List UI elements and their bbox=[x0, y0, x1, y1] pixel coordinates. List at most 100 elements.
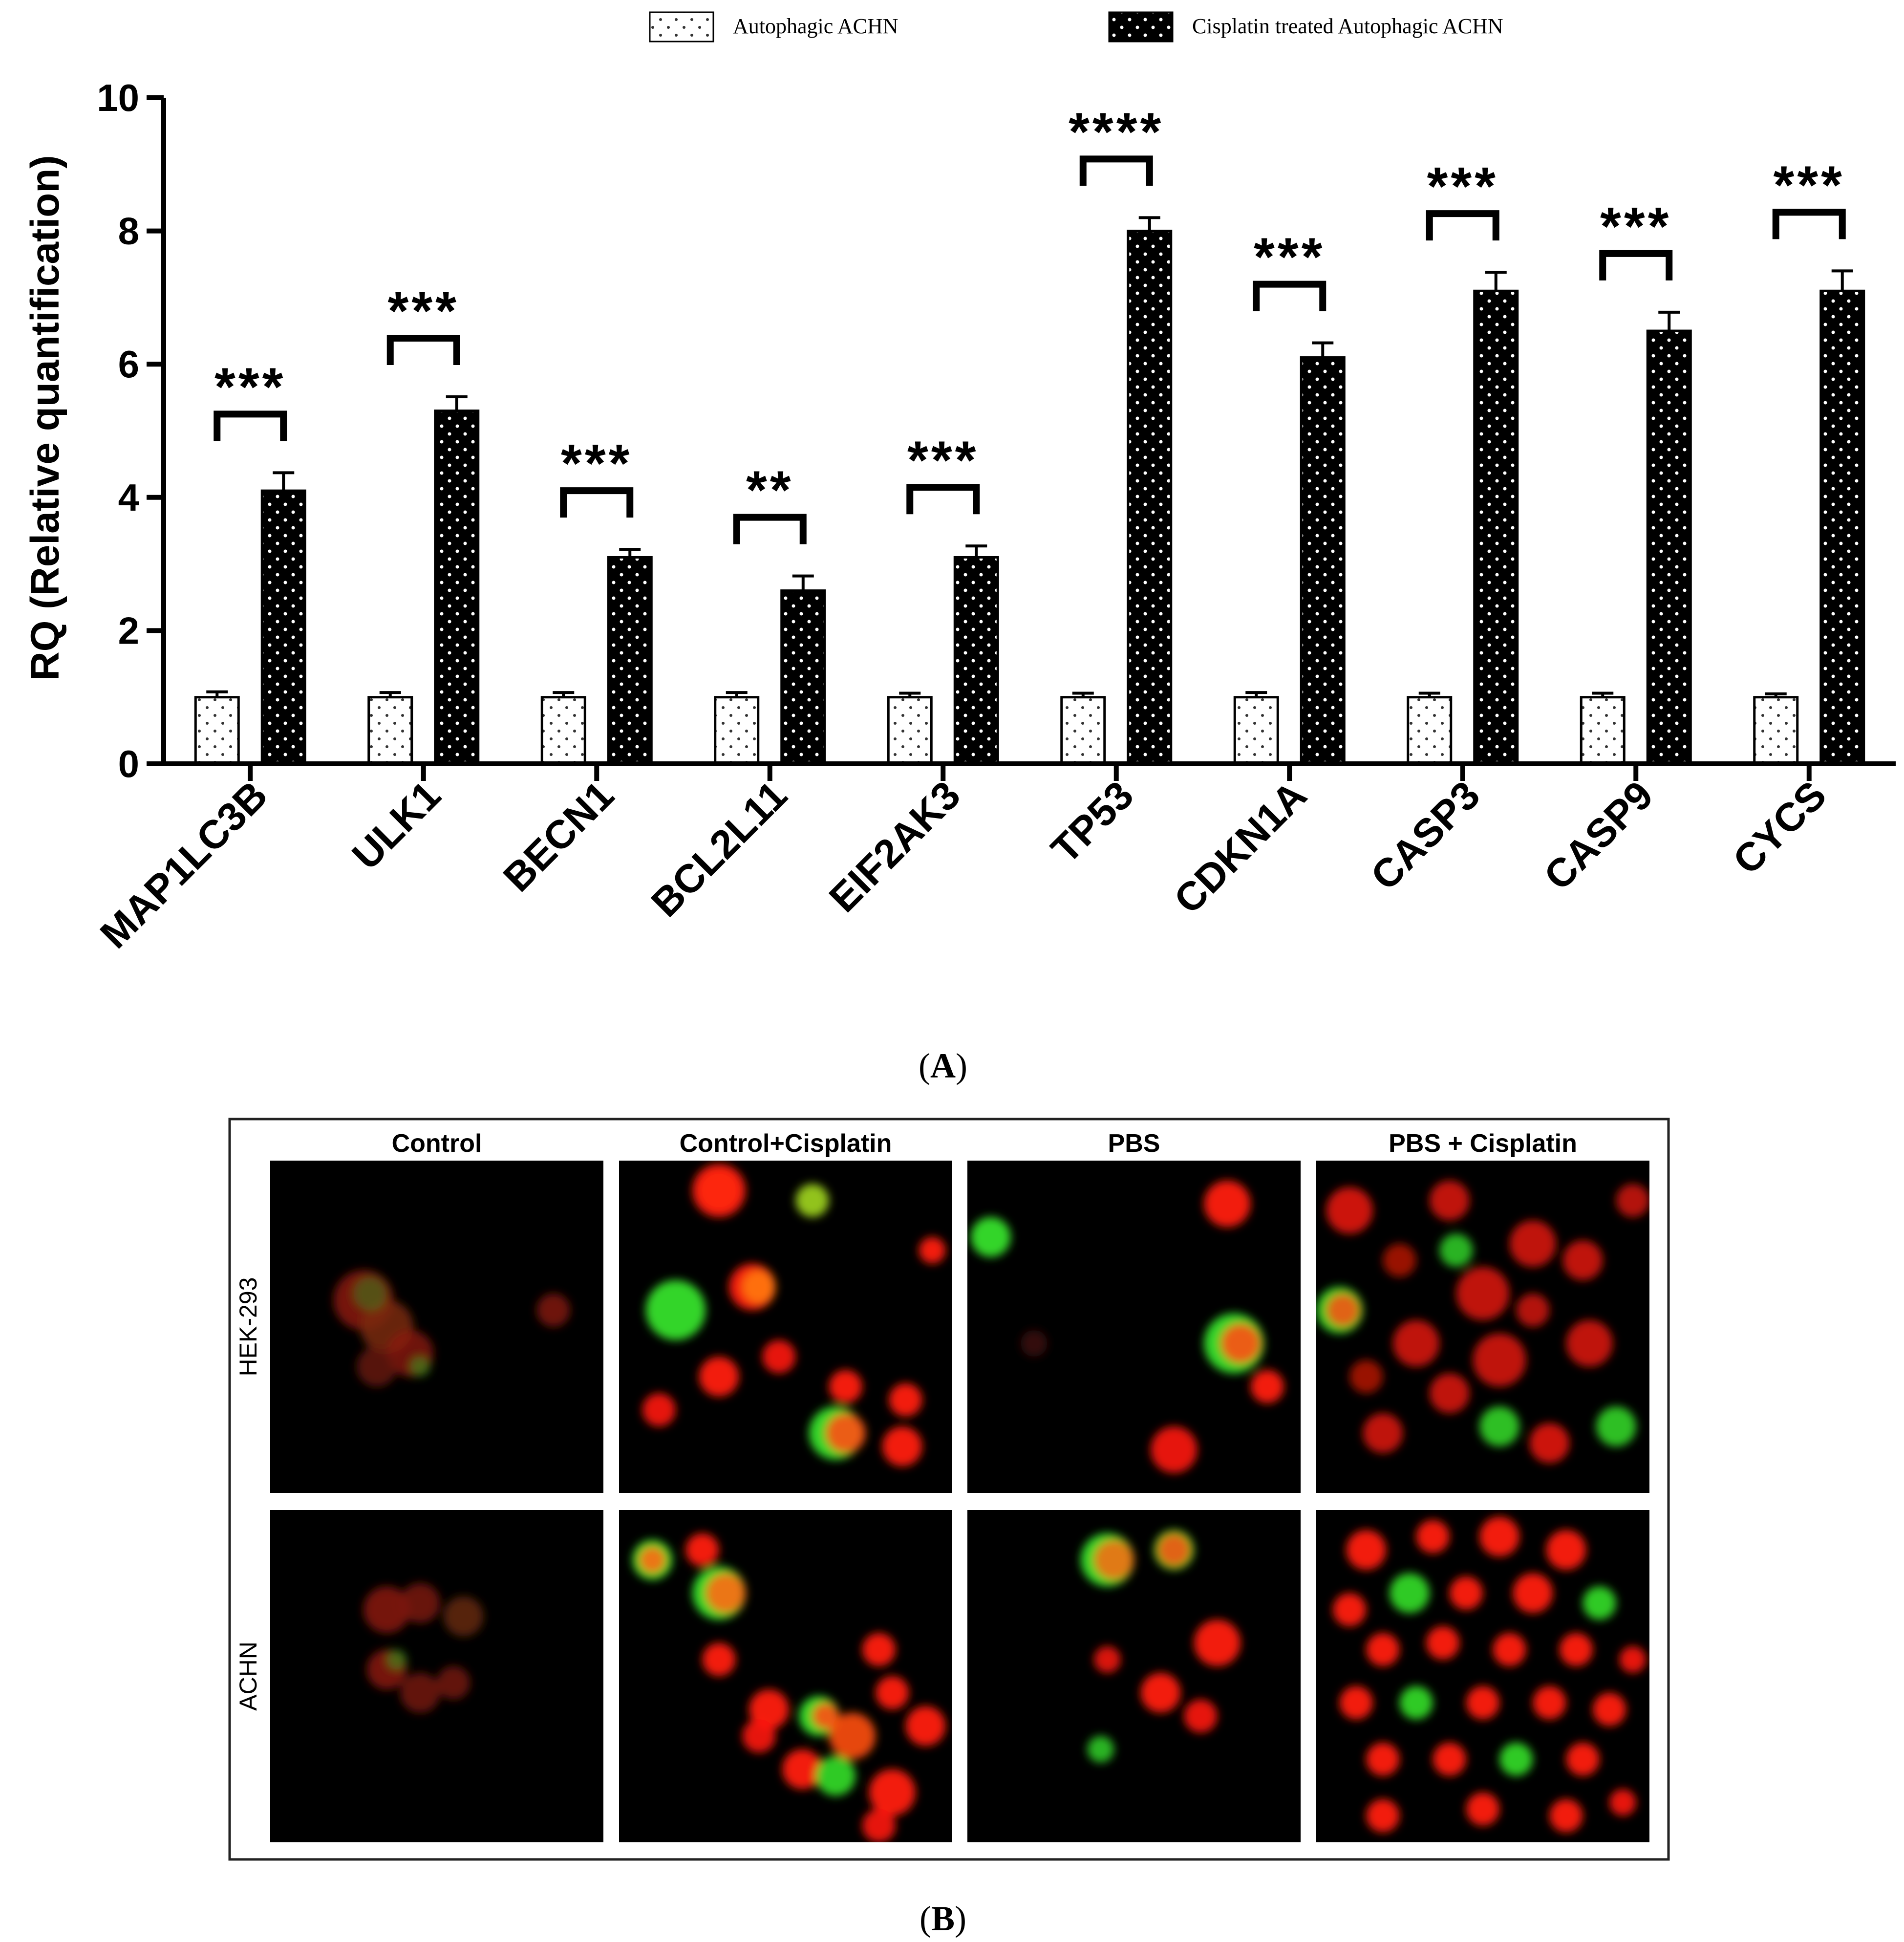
fluorescent-cell bbox=[1339, 1686, 1373, 1720]
fluorescent-cell bbox=[825, 1413, 866, 1453]
fluorescent-cell bbox=[1349, 1359, 1383, 1394]
significance-brackets: ********* ** ******************* bbox=[214, 102, 1846, 544]
significance-label: *** bbox=[214, 357, 286, 417]
fluorescent-cell bbox=[1194, 1619, 1241, 1666]
micrograph-tile-achn-2 bbox=[967, 1510, 1301, 1842]
micrograph-background bbox=[270, 1510, 603, 1842]
fluorescent-cell bbox=[829, 1370, 862, 1403]
fluorescent-cell bbox=[1616, 1184, 1649, 1217]
fluorescent-cell bbox=[905, 1706, 946, 1746]
fluorescent-cell bbox=[400, 1673, 440, 1713]
significance-label: **** bbox=[1069, 102, 1164, 162]
y-tick-label: 0 bbox=[118, 742, 139, 785]
fluorescent-cell bbox=[1366, 1799, 1400, 1833]
significance-label: *** bbox=[907, 430, 979, 490]
micrograph-tile-hek-293-3 bbox=[1316, 1161, 1649, 1493]
fluorescent-cell bbox=[1140, 1673, 1181, 1713]
significance-bracket bbox=[1772, 209, 1846, 239]
fluorescent-cell bbox=[1087, 1736, 1114, 1763]
bar-chart: Autophagic ACHN Cisplatin treated Autoph… bbox=[23, 11, 1896, 957]
fluorescent-cell bbox=[1619, 1646, 1647, 1673]
fluorescent-cell bbox=[1546, 1530, 1586, 1570]
x-tick-label-casp9: CASP9 bbox=[1536, 773, 1662, 899]
y-tick-label: 4 bbox=[118, 476, 139, 519]
significance-bracket bbox=[1426, 210, 1499, 241]
bar-cisplatin-cdkn1a bbox=[1300, 356, 1346, 765]
x-tick-label-bcl2l11: BCL2L11 bbox=[643, 773, 795, 925]
fluorescent-cell bbox=[742, 1270, 776, 1304]
micrograph-column-header: Control+Cisplatin bbox=[680, 1129, 892, 1158]
fluorescent-cell bbox=[1363, 1413, 1403, 1453]
x-axis-labels: MAP1LC3B ULK1 BECN1 BCL2L11 EIF2AK3 TP53 CDKN1… bbox=[92, 764, 1835, 957]
x-tick-label-map1lc3b: MAP1LC3B bbox=[92, 773, 276, 957]
fluorescent-cell bbox=[639, 1546, 666, 1574]
fluorescent-cell bbox=[1151, 1426, 1198, 1473]
fluorescent-cell bbox=[1456, 1267, 1510, 1320]
fluorescent-cell bbox=[1562, 1240, 1603, 1280]
fluorescent-cell bbox=[1479, 1406, 1520, 1446]
fluorescent-cell bbox=[1566, 1320, 1613, 1367]
fluorescent-cell bbox=[1493, 1633, 1526, 1666]
fluorescent-cell bbox=[410, 1357, 430, 1377]
fluorescent-cell bbox=[1513, 1573, 1553, 1613]
micrograph-column-header: Control bbox=[392, 1129, 482, 1158]
bar-autophagic-casp9 bbox=[1580, 696, 1626, 765]
fluorescent-cell bbox=[699, 1357, 739, 1397]
micrograph-column-header: PBS bbox=[1108, 1129, 1160, 1158]
fluorescent-cell bbox=[685, 1533, 719, 1567]
fluorescent-cell bbox=[782, 1749, 823, 1790]
fluorescent-cell bbox=[970, 1217, 1011, 1257]
bar-cisplatin-map1lc3b bbox=[260, 489, 306, 765]
fluorescent-cell bbox=[1583, 1586, 1616, 1620]
fluorescent-cell bbox=[1449, 1576, 1483, 1610]
x-tick-label-cdkn1a: CDKN1A bbox=[1166, 773, 1315, 922]
fluorescent-cell bbox=[1593, 1692, 1626, 1726]
bar-autophagic-casp3 bbox=[1407, 696, 1453, 765]
legend-swatch-cisplatin bbox=[1108, 11, 1174, 43]
fluorescent-cell bbox=[889, 1383, 922, 1417]
fluorescent-cell bbox=[1399, 1686, 1433, 1720]
fluorescent-cell bbox=[1439, 1233, 1473, 1267]
panel-a-letter: A bbox=[930, 1046, 956, 1085]
x-tick-label-ulk1: ULK1 bbox=[344, 773, 449, 878]
significance-label: *** bbox=[1774, 155, 1845, 215]
fluorescent-cell bbox=[536, 1293, 570, 1327]
bar-autophagic-tp53 bbox=[1060, 696, 1106, 765]
micrograph-column-header: PBS + Cisplatin bbox=[1389, 1129, 1577, 1158]
panel-b-letter: B bbox=[931, 1899, 955, 1938]
fluorescent-cell bbox=[1416, 1520, 1450, 1554]
x-tick-label-tp53: TP53 bbox=[1043, 773, 1142, 872]
fluorescent-cell bbox=[1479, 1516, 1520, 1557]
significance-bracket bbox=[733, 514, 807, 544]
bar-cisplatin-casp9 bbox=[1646, 329, 1692, 765]
significance-label: *** bbox=[1600, 196, 1671, 257]
micrograph-tile-achn-3 bbox=[1316, 1510, 1649, 1842]
micrograph-tile-hek-293-2 bbox=[967, 1161, 1301, 1493]
bar-autophagic-becn1 bbox=[540, 696, 586, 765]
y-tick-label: 8 bbox=[118, 210, 139, 253]
fluorescent-cell bbox=[762, 1340, 796, 1374]
y-tick-label: 10 bbox=[97, 76, 139, 119]
micrograph-background bbox=[270, 1161, 603, 1493]
fluorescent-cell bbox=[1366, 1742, 1400, 1776]
significance-label: *** bbox=[1254, 227, 1325, 287]
significance-bracket bbox=[386, 334, 460, 365]
fluorescent-cell bbox=[1559, 1633, 1593, 1666]
micrograph-column-headers: Control Control+Cisplatin PBS PBS + Cisplat… bbox=[392, 1129, 1577, 1158]
micrograph-row-label: HEK-293 bbox=[235, 1277, 262, 1377]
fluorescent-cell bbox=[1499, 1742, 1533, 1776]
significance-bracket bbox=[1079, 155, 1153, 186]
micrograph-tiles bbox=[270, 1161, 1649, 1842]
fluorescent-cell bbox=[742, 1719, 776, 1753]
fluorescent-cell bbox=[1346, 1530, 1387, 1570]
y-tick-label: 6 bbox=[118, 343, 139, 386]
legend-swatch-autophagic bbox=[649, 11, 714, 43]
fluorescent-cell bbox=[1220, 1323, 1261, 1363]
bar-cisplatin-tp53 bbox=[1127, 230, 1173, 765]
y-axis-ticks: 0 2 4 6 8 10 bbox=[97, 76, 164, 785]
fluorescent-cell bbox=[1094, 1646, 1121, 1673]
fluorescent-cell bbox=[1516, 1293, 1550, 1327]
fluorescent-cell bbox=[862, 1633, 896, 1666]
bar-autophagic-bcl2l11 bbox=[714, 696, 760, 765]
